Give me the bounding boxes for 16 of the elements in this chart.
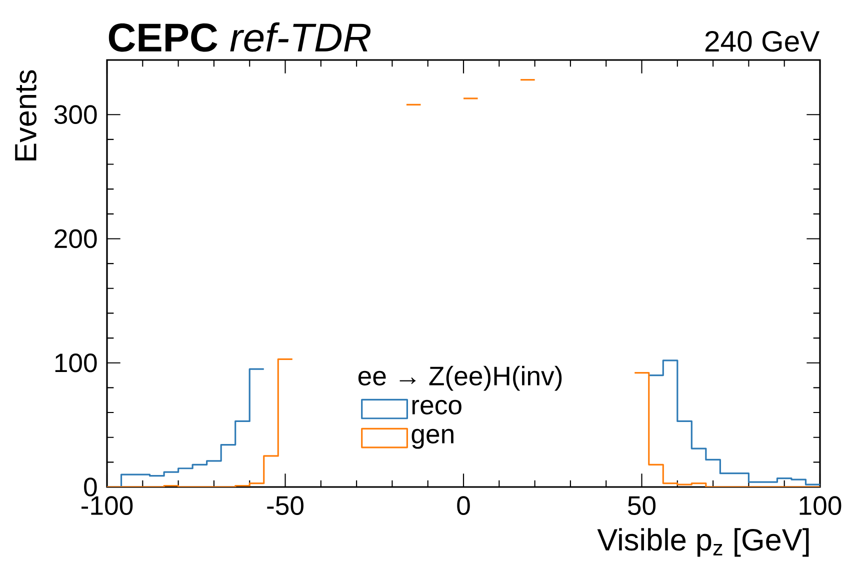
chart-subtitle: 240 GeV <box>705 30 820 52</box>
x-tick-label: 100 <box>800 496 842 516</box>
x-tick-label: 0 <box>457 496 470 516</box>
chart-title: CEPC ref-TDR <box>108 22 370 52</box>
legend-label: reco <box>412 400 462 414</box>
x-axis-title: Visible p$_{z}$ [GeV] <box>597 528 809 557</box>
x-tick-label: -100 <box>82 496 133 516</box>
y-tick-label: 300 <box>54 105 97 124</box>
x-tick-label: -50 <box>267 496 304 516</box>
legend-title: ee → Z(ee)H(inv) <box>358 366 562 391</box>
y-tick-label: 200 <box>54 229 97 248</box>
x-tick-label: 50 <box>628 496 656 516</box>
y-tick-label: 0 <box>84 478 97 496</box>
legend-label: gen <box>412 428 454 449</box>
y-axis-title: Events <box>15 70 37 160</box>
y-tick-label: 100 <box>55 353 97 372</box>
